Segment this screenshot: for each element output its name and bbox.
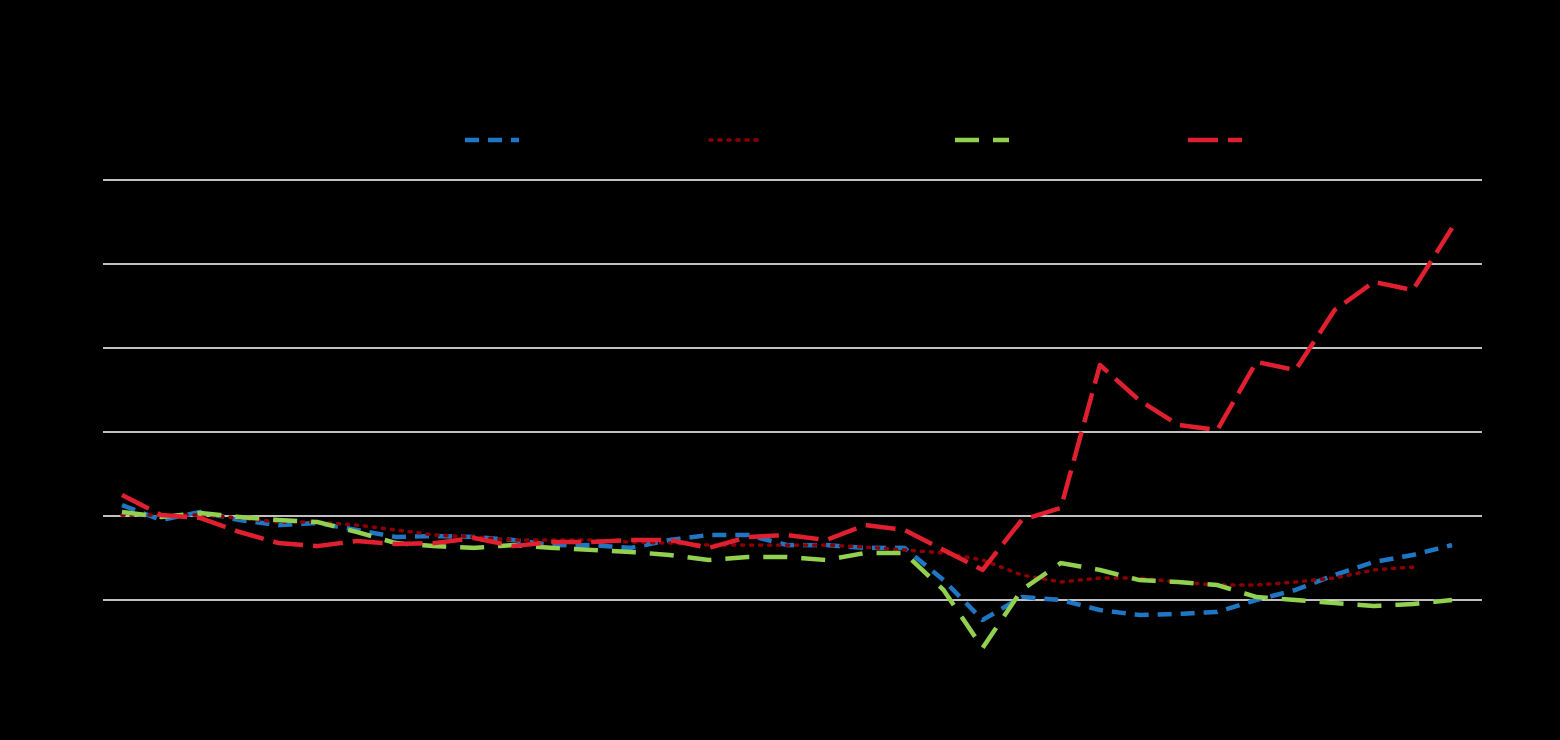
series-line: [121, 509, 1453, 651]
series-line: [120, 513, 1415, 587]
series-line: [120, 226, 1454, 573]
